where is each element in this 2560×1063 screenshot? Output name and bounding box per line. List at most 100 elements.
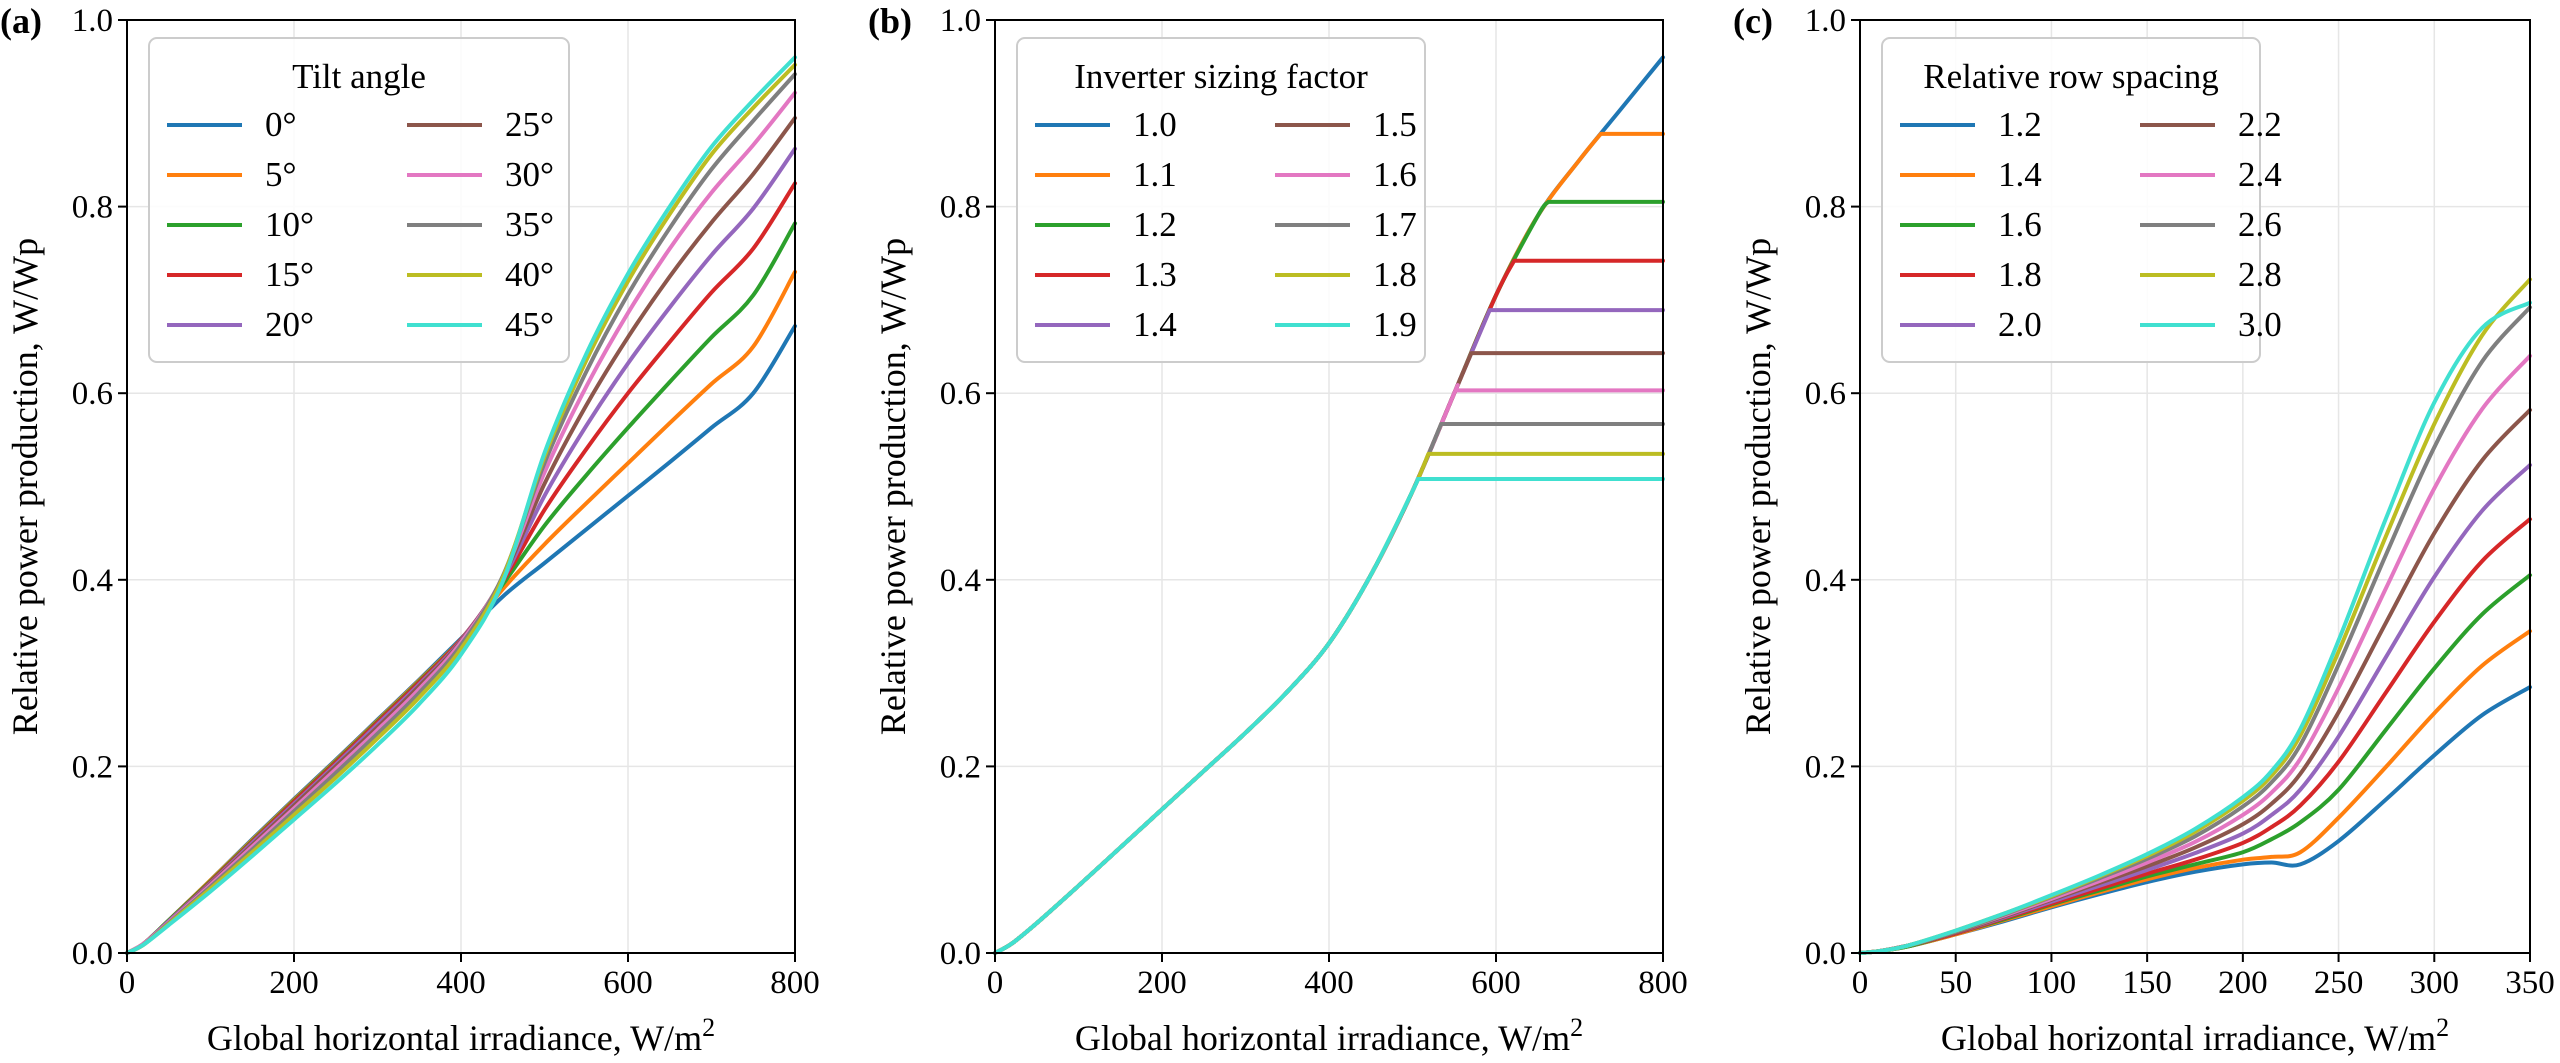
y-tick-label: 0.4 [940, 563, 981, 599]
legend-title: Inverter sizing factor [1074, 57, 1368, 96]
x-axis-label: Global horizontal irradiance, W/m2 [1941, 1013, 2449, 1058]
legend-title: Relative row spacing [1923, 57, 2218, 96]
panel-label: (c) [1733, 1, 1773, 41]
legend-label-1.9: 1.9 [1373, 305, 1417, 344]
y-axis-label: Relative power production, W/Wp [873, 238, 913, 735]
panel-label: (a) [0, 1, 42, 41]
legend-label-0°: 0° [265, 105, 297, 144]
x-tick-label: 400 [1304, 965, 1354, 1001]
legend-label-25°: 25° [505, 105, 554, 144]
legend-label-1.2: 1.2 [1998, 105, 2042, 144]
y-tick-label: 0.4 [72, 563, 113, 599]
legend-label-5°: 5° [265, 155, 297, 194]
legend-label-40°: 40° [505, 255, 554, 294]
legend-label-1.6: 1.6 [1373, 155, 1417, 194]
legend-label-2.0: 2.0 [1998, 305, 2042, 344]
ticks: 0 50 100 150 200 250 300 350 0.0 0.2 0.4 0.6 0.8 1.0 [1805, 3, 2555, 1001]
legend-label-1.0: 1.0 [1133, 105, 1177, 144]
legend-title: Tilt angle [292, 57, 426, 96]
series-line-40° [125, 62, 797, 955]
series-line-3.0 [1858, 300, 2532, 955]
legend-label-10°: 10° [265, 205, 314, 244]
series-line-1.2 [1858, 685, 2532, 955]
legend-label-20°: 20° [265, 305, 314, 344]
series-line-45° [125, 55, 797, 955]
y-tick-label: 0.4 [1805, 563, 1846, 599]
x-tick-label: 400 [436, 965, 486, 1001]
x-axis-label: Global horizontal irradiance, W/m2 [207, 1013, 715, 1058]
x-tick-label: 600 [603, 965, 653, 1001]
y-tick-label: 0.0 [72, 936, 113, 972]
y-tick-label: 0.6 [72, 376, 113, 412]
legend-label-3.0: 3.0 [2238, 305, 2282, 344]
axes-frame [1859, 19, 2531, 954]
panel-a: 0 200 400 600 800 0.0 0.2 0.4 0.6 0.8 1.0 Global ho… [0, 1, 820, 1058]
x-tick-label: 0 [119, 965, 136, 1001]
series-group [993, 55, 1665, 955]
legend-label-2.8: 2.8 [2238, 255, 2282, 294]
legend-label-1.8: 1.8 [1373, 255, 1417, 294]
x-axis-label-text: Global horizontal irradiance, W/m [207, 1018, 702, 1058]
x-tick-label: 800 [770, 965, 820, 1001]
x-tick-label: 600 [1471, 965, 1521, 1001]
ticks: 0 200 400 600 800 0.0 0.2 0.4 0.6 0.8 1.0 [940, 3, 1688, 1001]
legend-box [1881, 37, 2261, 363]
x-tick-label: 350 [2505, 965, 2555, 1001]
legend: Tilt angle 0° 5° 10° 15° 20° 25° 30° 35° 40° 45° [148, 37, 570, 363]
x-tick-label: 300 [2410, 965, 2460, 1001]
legend-label-2.6: 2.6 [2238, 205, 2282, 244]
legend: Inverter sizing factor 1.0 1.1 1.2 1.3 1.4 1.5… [1016, 37, 1426, 363]
legend-box [1016, 37, 1426, 363]
legend-label-1.2: 1.2 [1133, 205, 1177, 244]
y-axis-label: Relative power production, W/Wp [1738, 238, 1778, 735]
ticks: 0 200 400 600 800 0.0 0.2 0.4 0.6 0.8 1.0 [72, 3, 820, 1001]
legend-box [148, 37, 570, 363]
y-tick-label: 0.0 [1805, 936, 1846, 972]
legend-label-30°: 30° [505, 155, 554, 194]
y-tick-label: 0.6 [940, 376, 981, 412]
x-axis-label-superscript: 2 [1570, 1013, 1583, 1042]
legend: Relative row spacing 1.2 1.4 1.6 1.8 2.0 2.2 2.… [1881, 37, 2282, 363]
legend-label-1.4: 1.4 [1133, 305, 1177, 344]
y-tick-label: 0.2 [1805, 749, 1846, 785]
y-tick-label: 0.2 [940, 749, 981, 785]
y-tick-label: 0.8 [1805, 190, 1846, 226]
legend-label-35°: 35° [505, 205, 554, 244]
x-tick-label: 800 [1638, 965, 1688, 1001]
y-tick-label: 0.0 [940, 936, 981, 972]
x-tick-label: 50 [1939, 965, 1972, 1001]
x-axis-label: Global horizontal irradiance, W/m2 [1075, 1013, 1583, 1058]
x-axis-label-superscript: 2 [702, 1013, 715, 1042]
y-tick-label: 1.0 [72, 3, 113, 39]
x-tick-label: 200 [269, 965, 319, 1001]
legend-label-1.5: 1.5 [1373, 105, 1417, 144]
y-tick-label: 0.8 [940, 190, 981, 226]
legend-label-2.4: 2.4 [2238, 155, 2282, 194]
legend-label-1.1: 1.1 [1133, 155, 1177, 194]
legend-label-2.2: 2.2 [2238, 105, 2282, 144]
legend-label-1.7: 1.7 [1373, 205, 1417, 244]
series-line-1.4 [1858, 629, 2532, 955]
x-tick-label: 250 [2314, 965, 2364, 1001]
y-tick-label: 0.8 [72, 190, 113, 226]
x-axis-label-text: Global horizontal irradiance, W/m [1075, 1018, 1570, 1058]
x-tick-label: 0 [987, 965, 1004, 1001]
legend-label-1.6: 1.6 [1998, 205, 2042, 244]
legend-label-1.8: 1.8 [1998, 255, 2042, 294]
x-tick-label: 200 [2218, 965, 2268, 1001]
y-axis-label: Relative power production, W/Wp [5, 238, 45, 735]
legend-label-45°: 45° [505, 305, 554, 344]
legend-label-15°: 15° [265, 255, 314, 294]
x-tick-label: 200 [1137, 965, 1187, 1001]
panel-c: 0 50 100 150 200 250 300 350 0.0 0.2 0.4 0.6 0.8 1.0 G… [1733, 1, 2555, 1058]
x-tick-label: 100 [2027, 965, 2077, 1001]
legend-label-1.4: 1.4 [1998, 155, 2042, 194]
x-axis-label-text: Global horizontal irradiance, W/m [1941, 1018, 2436, 1058]
series-line-1.9 [993, 477, 1665, 955]
panel-label: (b) [868, 1, 912, 41]
y-tick-label: 1.0 [1805, 3, 1846, 39]
y-tick-label: 1.0 [940, 3, 981, 39]
series-group [1858, 277, 2532, 955]
